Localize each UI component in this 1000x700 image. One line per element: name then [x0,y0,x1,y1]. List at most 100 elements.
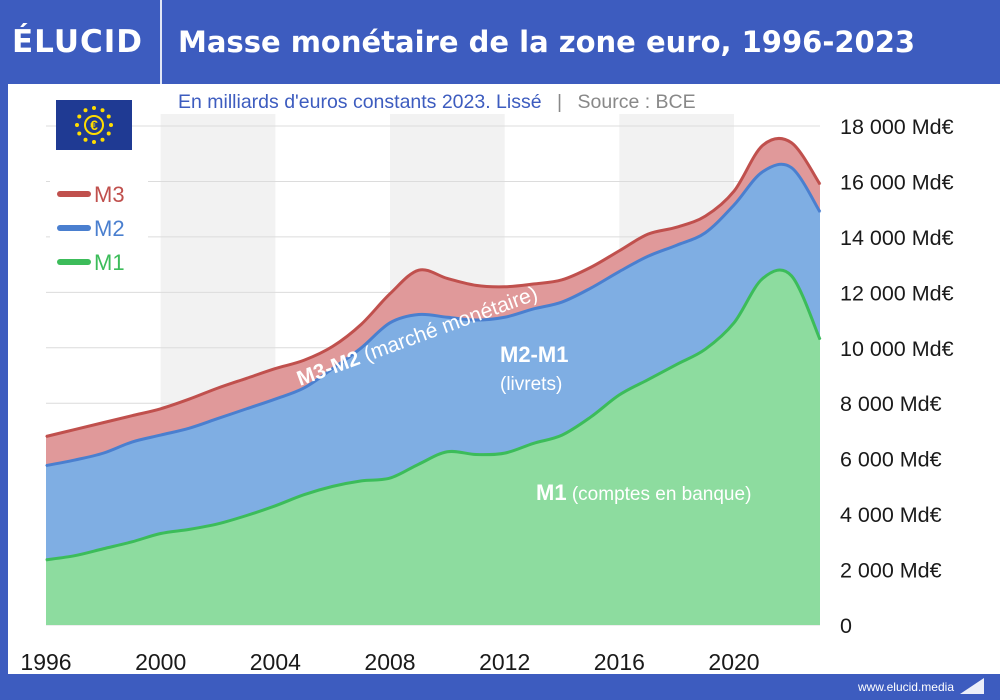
point-m2 [131,441,133,443]
point-m2 [188,427,190,429]
y-tick-label: 4 000 Md€ [840,503,942,527]
brand-logo: ÉLUCID [12,18,152,66]
area-series [46,138,820,625]
euro-ring [84,115,104,135]
point-m1 [561,434,563,436]
x-tick-label: 2012 [479,649,530,674]
annotation-m2-m1: M2-M1 [500,342,568,367]
point-m3 [102,422,104,424]
flag-star [109,123,113,127]
point-m3 [45,435,47,438]
point-m1 [590,416,592,418]
flag-star [106,114,111,119]
point-m1 [102,548,104,550]
legend-label-m1: M1 [94,250,125,275]
point-m2 [160,434,162,436]
point-m3 [446,277,448,280]
y-axis-ticks: 0 2 000 Md€ 4 000 Md€ 6 000 Md€ 8 000 Md€ 10 … [840,115,954,638]
point-m2 [790,166,792,169]
annotation-m2-m1-sub: (livrets) [500,374,562,395]
point-m2 [332,367,334,370]
footer-url: www.elucid.media [857,680,954,694]
point-m3 [360,323,362,325]
point-m1 [790,275,792,277]
point-m2 [246,408,248,410]
x-tick-label: 2000 [135,649,186,674]
point-m3 [819,183,821,185]
point-m3 [188,398,190,400]
brand-text: ÉLUCID [12,24,144,60]
y-tick-label: 14 000 Md€ [840,226,954,250]
point-m1 [733,322,735,324]
point-m3 [504,286,506,288]
point-m1 [446,451,448,453]
subtitle-separator: | [557,91,562,113]
chart-title: Masse monétaire de la zone euro, 1996-20… [178,25,916,59]
point-m2 [74,459,76,461]
point-m2 [561,301,563,303]
point-m2 [647,255,649,257]
point-m2 [274,398,276,400]
legend: M3 M2 M1 [50,166,148,284]
point-m3 [418,269,420,271]
point-m2 [762,171,764,173]
point-m2 [618,270,620,273]
y-tick-label: 12 000 Md€ [840,281,954,305]
line-m3 [45,137,822,438]
point-m2 [475,319,477,321]
point-m2 [819,211,821,213]
flag-star [83,108,88,113]
flag-star [100,137,105,142]
point-m3 [676,226,678,228]
y-tick-label: 6 000 Md€ [840,448,942,472]
point-m2 [102,452,104,454]
point-m3 [704,215,706,217]
point-m2 [504,316,506,318]
x-tick-label: 1996 [20,649,71,674]
x-tick-label: 2016 [594,649,645,674]
legend-label-m3: M3 [94,182,125,207]
flag-star [100,108,105,113]
header: ÉLUCID Masse monétaire de la zone euro, … [0,0,1000,84]
chart-panel: 0 2 000 Md€ 4 000 Md€ 6 000 Md€ 8 000 Md€ 10 … [8,84,1000,675]
point-m1 [160,532,162,535]
y-tick-label: 2 000 Md€ [840,559,942,583]
point-m1 [504,452,506,454]
subtitle-main: En milliards d'euros constants 2023. Lis… [178,91,542,113]
point-m1 [418,463,420,465]
series-lines [45,137,822,562]
chart-svg: 0 2 000 Md€ 4 000 Md€ 6 000 Md€ 8 000 Md€ 10 … [20,91,954,675]
point-m3 [475,284,477,287]
y-tick-label: 18 000 Md€ [840,115,954,139]
point-m3 [389,293,391,295]
point-m2 [532,308,534,310]
line-m2 [45,162,822,468]
annotation-m1-bold: M1 [536,480,567,505]
flag-star [77,114,82,119]
euro-sign: € [90,117,98,133]
header-divider [160,0,162,84]
point-m2 [389,322,391,324]
y-tick-label: 10 000 Md€ [840,337,954,361]
point-m1 [332,485,334,487]
point-m2 [303,387,305,389]
flag-stars [75,106,113,144]
point-m1 [303,494,305,496]
point-m3 [561,279,563,281]
point-m1 [74,555,76,557]
point-m1 [131,541,133,543]
point-m3 [733,190,735,192]
subtitle-source: Source : BCE [578,91,696,113]
point-m3 [790,142,792,144]
point-m3 [274,367,276,370]
elucid-mark-icon [960,678,984,694]
x-tick-label: 2020 [708,649,759,674]
point-m1 [217,523,219,525]
point-m2 [704,232,706,234]
point-m2 [590,287,592,289]
flag-star [92,106,96,110]
point-m1 [762,277,764,280]
eu-flag-icon: € [56,100,132,150]
flag-star [92,140,96,144]
point-m1 [475,453,477,456]
